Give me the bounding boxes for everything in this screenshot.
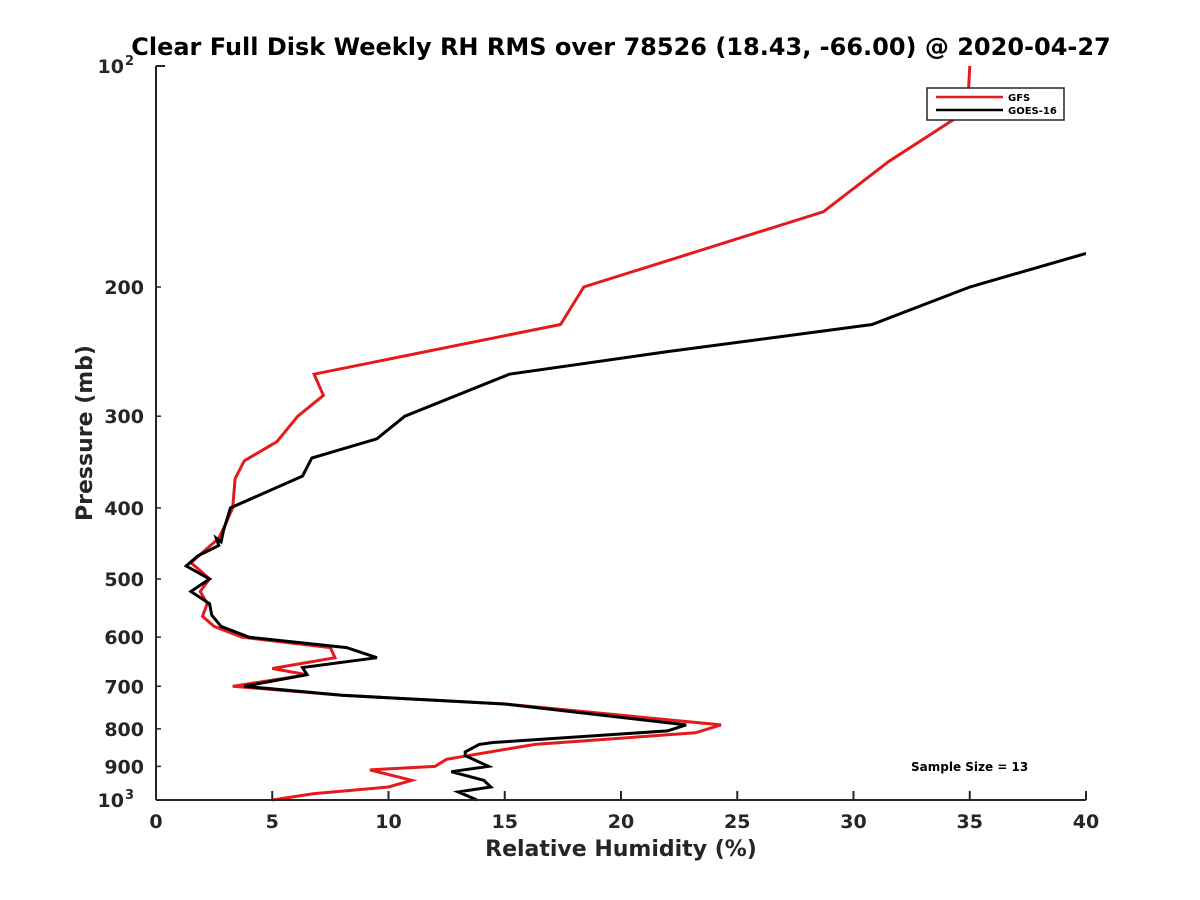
x-tick-label: 35 [957, 811, 983, 833]
y-tick-label: 900 [104, 756, 144, 778]
sample-size-annotation: Sample Size = 13 [911, 760, 1028, 774]
x-tick-label: 0 [149, 811, 162, 833]
y-tick-exponent: 2 [125, 54, 134, 69]
y-tick-label: 500 [104, 569, 144, 591]
x-tick-label: 25 [724, 811, 750, 833]
series-line-gfs [188, 65, 972, 802]
legend: GFS GOES-16 [926, 87, 1065, 121]
y-tick-label: 600 [104, 627, 144, 649]
x-axis-label: Relative Humidity (%) [485, 837, 757, 862]
series-layer [183, 65, 1086, 802]
legend-label-goes16: GOES-16 [1008, 106, 1057, 117]
x-tick-label: 20 [608, 811, 634, 833]
y-tick-label: 300 [104, 406, 144, 428]
y-tick-label: 700 [104, 676, 144, 698]
x-tick-label: 30 [840, 811, 866, 833]
series-line-goes16 [183, 251, 1086, 802]
x-tick-label: 40 [1073, 811, 1099, 833]
legend-box [926, 87, 1065, 121]
x-tick-label: 15 [492, 811, 518, 833]
x-tick-label: 10 [375, 811, 401, 833]
y-axis-label: Pressure (mb) [73, 345, 98, 521]
y-tick-exponent: 3 [125, 788, 134, 803]
y-tick-label: 800 [104, 719, 144, 741]
x-tick-label: 5 [266, 811, 279, 833]
legend-label-gfs: GFS [1008, 93, 1030, 104]
y-tick-label: 200 [104, 277, 144, 299]
y-tick-label: 10 [98, 56, 124, 78]
y-tick-label: 400 [104, 498, 144, 520]
chart-title: Clear Full Disk Weekly RH RMS over 78526… [131, 33, 1111, 61]
y-tick-label: 10 [98, 790, 124, 812]
